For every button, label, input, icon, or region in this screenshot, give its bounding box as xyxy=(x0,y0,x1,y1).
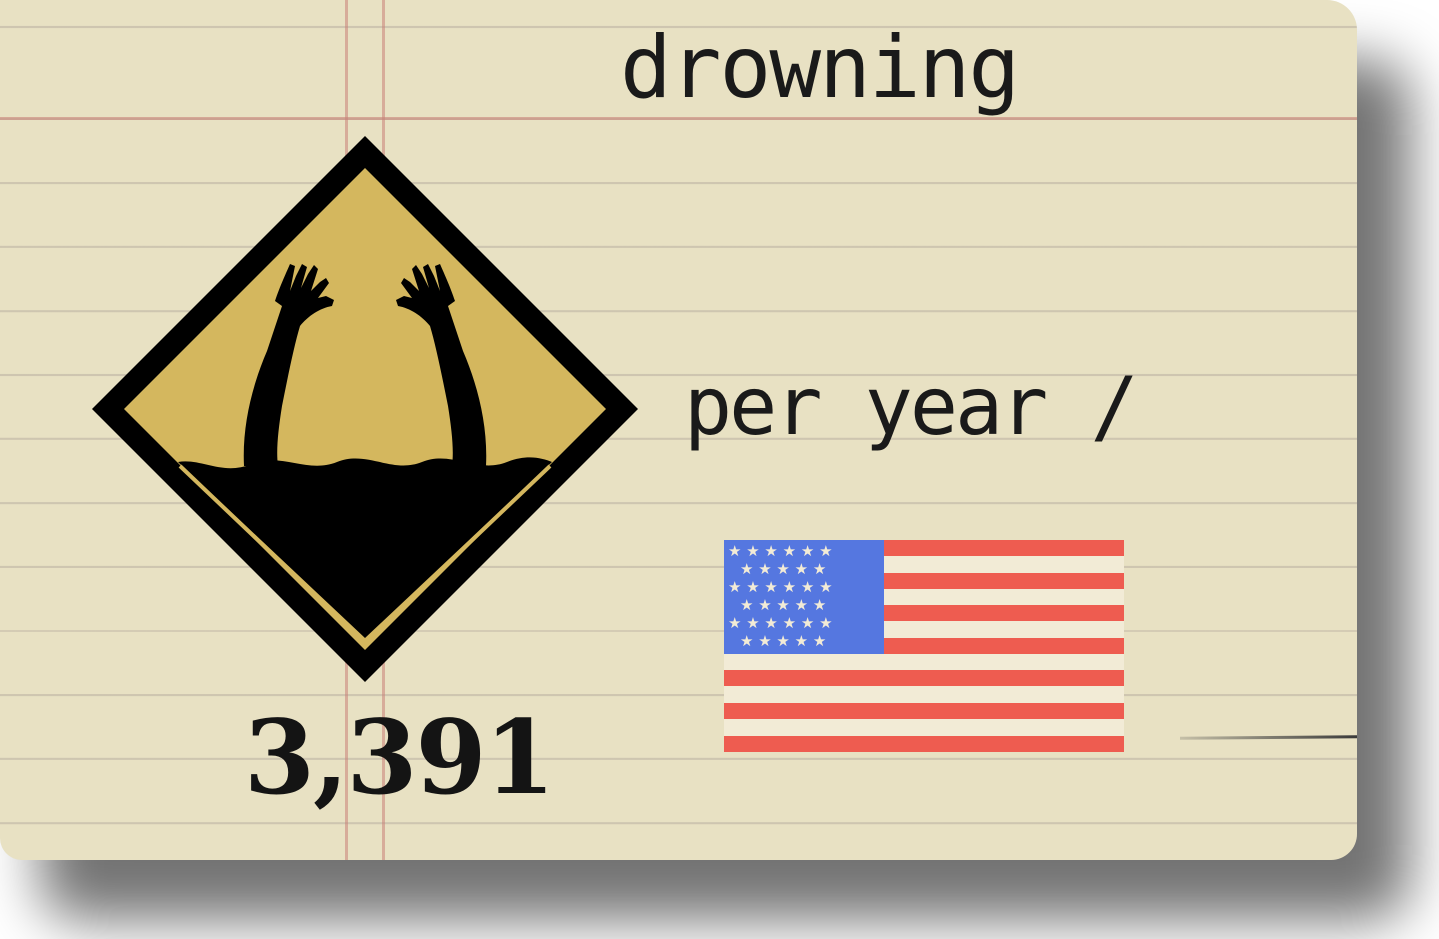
svg-text:★ ★ ★ ★ ★ ★: ★ ★ ★ ★ ★ ★ xyxy=(728,614,833,632)
svg-text:★ ★ ★ ★ ★ ★: ★ ★ ★ ★ ★ ★ xyxy=(728,578,833,596)
pen-stroke xyxy=(1179,735,1357,740)
svg-text:★ ★ ★ ★ ★: ★ ★ ★ ★ ★ xyxy=(740,596,826,614)
svg-text:★ ★ ★ ★ ★ ★: ★ ★ ★ ★ ★ ★ xyxy=(728,542,833,560)
card-title: drowning xyxy=(620,18,1020,118)
svg-text:★ ★ ★ ★ ★: ★ ★ ★ ★ ★ xyxy=(740,632,826,650)
per-year-label: per year / xyxy=(684,360,1139,453)
fact-card: drowning per year / ★ ★ ★ ★ ★ ★ ★ ★ ★ ★ … xyxy=(0,0,1357,860)
stat-value: 3,391 xyxy=(244,698,555,818)
drowning-warning-sign-icon xyxy=(92,136,638,682)
usa-flag-icon: ★ ★ ★ ★ ★ ★ ★ ★ ★ ★ ★ ★ ★ ★ ★ ★ ★ ★ ★ ★ … xyxy=(724,540,1124,752)
margin-line-horizontal xyxy=(0,117,1357,120)
svg-text:★ ★ ★ ★ ★: ★ ★ ★ ★ ★ xyxy=(740,560,826,578)
